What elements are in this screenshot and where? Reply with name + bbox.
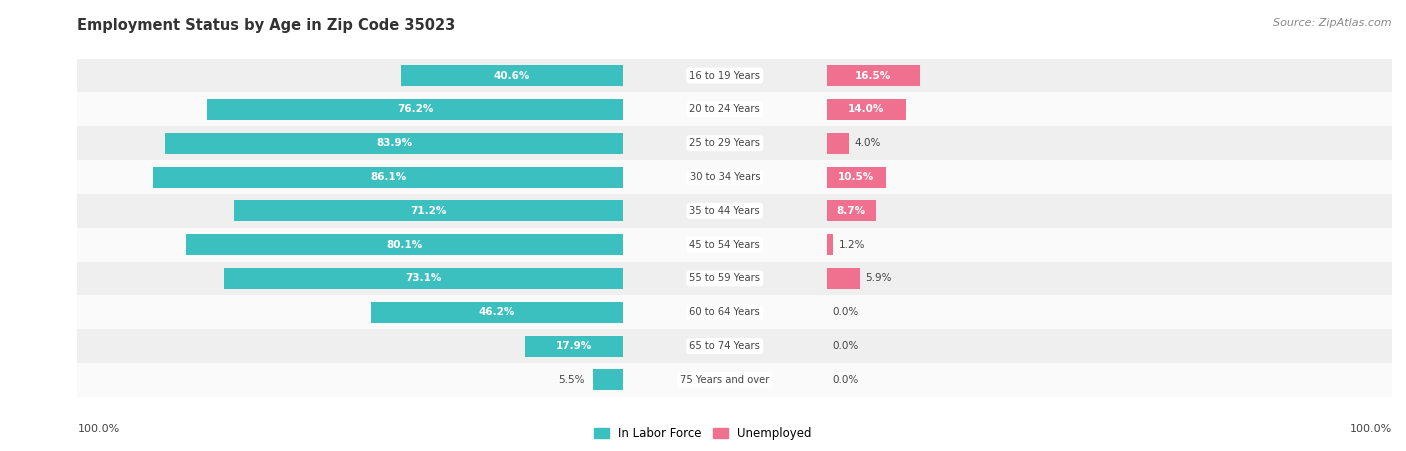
- Text: 40.6%: 40.6%: [494, 70, 530, 81]
- Text: 4.0%: 4.0%: [855, 138, 882, 148]
- Text: Source: ZipAtlas.com: Source: ZipAtlas.com: [1274, 18, 1392, 28]
- Bar: [623, 126, 827, 160]
- Bar: [827, 268, 860, 289]
- Bar: [827, 65, 920, 86]
- Text: 1.2%: 1.2%: [839, 239, 866, 250]
- Bar: [526, 336, 623, 357]
- Bar: [623, 92, 827, 126]
- Text: 0.0%: 0.0%: [832, 307, 859, 318]
- Bar: [827, 133, 849, 154]
- Bar: [827, 200, 876, 221]
- Text: 0.0%: 0.0%: [832, 375, 859, 385]
- Text: 45 to 54 Years: 45 to 54 Years: [689, 239, 761, 250]
- Bar: [827, 194, 1392, 228]
- Bar: [401, 65, 623, 86]
- Bar: [224, 268, 623, 289]
- Text: 65 to 74 Years: 65 to 74 Years: [689, 341, 761, 351]
- Bar: [77, 329, 623, 363]
- Text: 71.2%: 71.2%: [411, 206, 447, 216]
- Bar: [827, 160, 1392, 194]
- Text: 46.2%: 46.2%: [478, 307, 515, 318]
- Text: 73.1%: 73.1%: [405, 273, 441, 284]
- Text: 75 Years and over: 75 Years and over: [681, 375, 769, 385]
- Bar: [827, 228, 1392, 262]
- Bar: [153, 166, 623, 188]
- Bar: [827, 92, 1392, 126]
- Text: 55 to 59 Years: 55 to 59 Years: [689, 273, 761, 284]
- Bar: [77, 59, 623, 92]
- Text: 25 to 29 Years: 25 to 29 Years: [689, 138, 761, 148]
- Text: Employment Status by Age in Zip Code 35023: Employment Status by Age in Zip Code 350…: [77, 18, 456, 33]
- Text: 100.0%: 100.0%: [1350, 424, 1392, 434]
- Bar: [371, 302, 623, 323]
- Bar: [623, 228, 827, 262]
- Bar: [827, 99, 905, 120]
- Bar: [165, 133, 623, 154]
- Bar: [153, 166, 623, 188]
- Bar: [207, 99, 623, 120]
- Text: 10.5%: 10.5%: [838, 172, 875, 182]
- Bar: [165, 133, 623, 154]
- Bar: [526, 336, 623, 357]
- Bar: [77, 126, 623, 160]
- Text: 100.0%: 100.0%: [77, 424, 120, 434]
- Bar: [77, 194, 623, 228]
- Bar: [827, 363, 1392, 397]
- Text: 5.5%: 5.5%: [558, 375, 585, 385]
- Text: 8.7%: 8.7%: [837, 206, 866, 216]
- Text: 16 to 19 Years: 16 to 19 Years: [689, 70, 761, 81]
- Text: 30 to 34 Years: 30 to 34 Years: [689, 172, 761, 182]
- Text: 17.9%: 17.9%: [555, 341, 592, 351]
- Bar: [623, 59, 827, 92]
- Bar: [827, 234, 834, 255]
- Bar: [77, 295, 623, 329]
- Bar: [623, 262, 827, 295]
- Bar: [207, 99, 623, 120]
- Text: 5.9%: 5.9%: [866, 273, 893, 284]
- Bar: [827, 329, 1392, 363]
- Text: 14.0%: 14.0%: [848, 104, 884, 115]
- Text: 35 to 44 Years: 35 to 44 Years: [689, 206, 761, 216]
- Text: 86.1%: 86.1%: [370, 172, 406, 182]
- Bar: [623, 160, 827, 194]
- Bar: [827, 295, 1392, 329]
- Text: 80.1%: 80.1%: [387, 239, 423, 250]
- Legend: In Labor Force, Unemployed: In Labor Force, Unemployed: [589, 423, 817, 445]
- Bar: [186, 234, 623, 255]
- Bar: [827, 166, 886, 188]
- Bar: [235, 200, 623, 221]
- Bar: [827, 126, 1392, 160]
- Bar: [77, 92, 623, 126]
- Bar: [77, 363, 623, 397]
- Bar: [827, 262, 1392, 295]
- Text: 83.9%: 83.9%: [375, 138, 412, 148]
- Bar: [623, 363, 827, 397]
- Bar: [77, 262, 623, 295]
- Bar: [77, 228, 623, 262]
- Bar: [593, 369, 623, 391]
- Text: 16.5%: 16.5%: [855, 70, 891, 81]
- Bar: [371, 302, 623, 323]
- Text: 0.0%: 0.0%: [832, 341, 859, 351]
- Bar: [401, 65, 623, 86]
- Bar: [623, 194, 827, 228]
- Bar: [235, 200, 623, 221]
- Bar: [623, 329, 827, 363]
- Text: 76.2%: 76.2%: [396, 104, 433, 115]
- Bar: [593, 369, 623, 391]
- Bar: [77, 160, 623, 194]
- Bar: [186, 234, 623, 255]
- Text: 60 to 64 Years: 60 to 64 Years: [689, 307, 761, 318]
- Bar: [224, 268, 623, 289]
- Bar: [623, 295, 827, 329]
- Bar: [827, 59, 1392, 92]
- Text: 20 to 24 Years: 20 to 24 Years: [689, 104, 761, 115]
